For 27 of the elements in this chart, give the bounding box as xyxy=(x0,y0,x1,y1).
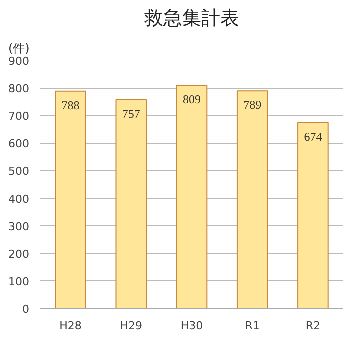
y-tick-label: 700 xyxy=(8,110,30,124)
bar xyxy=(176,85,208,308)
y-tick-label: 0 xyxy=(22,303,30,316)
y-tick-label: 800 xyxy=(8,82,30,96)
data-label: 757 xyxy=(122,106,140,121)
x-tick-label: R1 xyxy=(245,320,260,332)
data-label: 674 xyxy=(304,130,322,144)
y-tick-label: 300 xyxy=(8,220,30,234)
chart-title: 救急集計表 xyxy=(144,8,240,30)
y-tick-label: 100 xyxy=(8,275,30,288)
y-axis-title: (件) xyxy=(8,42,30,56)
data-label: 789 xyxy=(244,98,262,112)
bar xyxy=(55,90,86,308)
y-tick-label: 500 xyxy=(8,165,30,178)
bar xyxy=(298,122,329,308)
y-tick-label: 600 xyxy=(8,138,30,151)
x-tick-label: H30 xyxy=(180,320,204,332)
data-label: 788 xyxy=(62,98,80,112)
x-tick-label: H28 xyxy=(60,320,82,332)
x-tick-label: H29 xyxy=(120,320,143,332)
y-tick-label: 400 xyxy=(8,192,30,206)
bar xyxy=(236,90,268,308)
data-label: 809 xyxy=(183,92,201,107)
bar xyxy=(116,99,148,308)
x-tick-label: R2 xyxy=(306,320,321,332)
y-tick-label: 200 xyxy=(8,248,30,261)
y-tick-label: 900 xyxy=(8,55,30,68)
